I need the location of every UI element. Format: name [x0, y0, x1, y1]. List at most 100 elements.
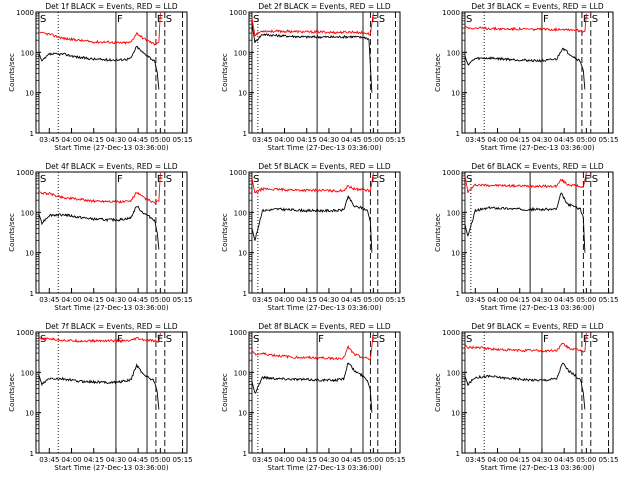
x-tick-label: 04:15 [510, 296, 530, 304]
panel-title: Det 6f BLACK = Events, RED = LLD [471, 162, 604, 171]
panel-5: Det 5f BLACK = Events, RED = LLD 1 10 100 10… [221, 162, 406, 312]
y-tick-label: 1 [243, 130, 247, 138]
y-axis-label: Counts/sec [434, 373, 442, 412]
marker-label: E [584, 174, 590, 185]
events-series-line [38, 205, 160, 250]
y-tick-label: 100 [447, 209, 460, 217]
y-tick-label: 100 [447, 369, 460, 377]
marker-label: S [253, 334, 259, 345]
marker-label: F [543, 14, 549, 25]
plot-frame [248, 331, 401, 454]
x-tick-label: 05:15 [385, 136, 405, 144]
y-tick-label: 100 [234, 369, 247, 377]
panel-title: Det 2f BLACK = Events, RED = LLD [258, 2, 391, 11]
y-tick-label: 10 [451, 410, 460, 418]
y-axis-label: Counts/sec [434, 213, 442, 252]
plot-frame [248, 171, 401, 294]
y-tick-label: 10 [238, 250, 247, 258]
y-axis-label: Counts/sec [8, 373, 16, 412]
x-axis-label: Start Time (27-Dec-13 03:36:00) [54, 464, 168, 472]
plot-frame [461, 171, 614, 294]
panel-8: Det 8f BLACK = Events, RED = LLD 1 10 100 10… [221, 322, 406, 472]
x-axis-label: Start Time (27-Dec-13 03:36:00) [480, 144, 594, 152]
x-tick-label: 04:15 [510, 136, 530, 144]
x-tick-label: 05:15 [385, 296, 405, 304]
x-tick-label: 05:00 [576, 136, 596, 144]
y-tick-label: 1000 [442, 169, 460, 177]
x-tick-label: 04:00 [487, 136, 507, 144]
x-tick-label: 03:45 [465, 456, 485, 464]
x-tick-label: 03:45 [252, 456, 272, 464]
x-tick-label: 04:15 [510, 456, 530, 464]
y-axis-label: Counts/sec [221, 213, 229, 252]
x-tick-label: 04:45 [554, 136, 574, 144]
marker-label: S [40, 14, 46, 25]
marker-label: E [371, 334, 377, 345]
plot-frame [461, 11, 614, 134]
panel-7: Det 7f BLACK = Events, RED = LLD 1 10 100 10… [8, 322, 193, 472]
y-tick-label: 100 [447, 49, 460, 57]
x-tick-label: 04:45 [554, 456, 574, 464]
x-axis-label: Start Time (27-Dec-13 03:36:00) [480, 304, 594, 312]
x-tick-label: 05:00 [363, 456, 383, 464]
x-tick-label: 04:15 [84, 456, 104, 464]
x-axis-label: Start Time (27-Dec-13 03:36:00) [54, 304, 168, 312]
lld-series-line [464, 332, 587, 353]
y-tick-label: 1 [30, 450, 34, 458]
x-tick-label: 05:00 [150, 296, 170, 304]
x-tick-label: 04:30 [532, 296, 552, 304]
y-tick-label: 1000 [442, 9, 460, 17]
x-tick-label: 04:00 [487, 456, 507, 464]
plot-frame [35, 11, 188, 134]
lld-series-line [38, 12, 161, 46]
y-tick-label: 1 [243, 450, 247, 458]
x-tick-label: 03:45 [252, 136, 272, 144]
y-tick-label: 1 [243, 290, 247, 298]
events-series-line [38, 363, 160, 410]
x-tick-label: 05:00 [576, 456, 596, 464]
x-tick-label: 05:15 [172, 136, 192, 144]
panel-title: Det 3f BLACK = Events, RED = LLD [471, 2, 604, 11]
y-axis-label: Counts/sec [8, 53, 16, 92]
plot-frame [248, 11, 401, 134]
marker-label: S [166, 334, 172, 345]
panel-title: Det 8f BLACK = Events, RED = LLD [258, 322, 391, 331]
x-tick-label: 04:45 [128, 136, 148, 144]
marker-label: F [117, 14, 123, 25]
x-tick-label: 04:45 [341, 296, 361, 304]
panel-6: Det 6f BLACK = Events, RED = LLD 1 10 100 10… [434, 162, 619, 312]
x-tick-label: 03:45 [465, 296, 485, 304]
plot-frame [461, 331, 614, 454]
x-tick-label: 04:15 [297, 456, 317, 464]
x-tick-label: 04:00 [61, 456, 81, 464]
lld-series-line [38, 332, 161, 344]
marker-label: F [318, 334, 324, 345]
x-tick-label: 03:45 [465, 136, 485, 144]
x-axis-label: Start Time (27-Dec-13 03:36:00) [267, 304, 381, 312]
y-tick-label: 1 [456, 290, 460, 298]
y-tick-label: 10 [25, 410, 34, 418]
x-tick-label: 03:45 [39, 456, 59, 464]
y-tick-label: 1000 [16, 169, 34, 177]
x-tick-label: 04:00 [274, 136, 294, 144]
y-tick-label: 1000 [16, 9, 34, 17]
x-tick-label: 03:45 [39, 136, 59, 144]
marker-label: S [379, 14, 385, 25]
panel-title: Det 7f BLACK = Events, RED = LLD [45, 322, 178, 331]
y-tick-label: 10 [451, 250, 460, 258]
lld-series-line [251, 332, 374, 361]
marker-label: S [379, 334, 385, 345]
y-tick-label: 10 [238, 90, 247, 98]
x-tick-label: 04:30 [106, 296, 126, 304]
panel-4: Det 4f BLACK = Events, RED = LLD 1 10 100 10… [8, 162, 193, 312]
y-tick-label: 1000 [229, 329, 247, 337]
marker-label: S [166, 14, 172, 25]
y-tick-label: 1 [456, 450, 460, 458]
y-axis-label: Counts/sec [8, 213, 16, 252]
y-tick-label: 1000 [442, 329, 460, 337]
x-tick-label: 04:15 [297, 296, 317, 304]
x-tick-label: 04:30 [319, 296, 339, 304]
lld-series-line [251, 172, 374, 194]
marker-label: F [117, 334, 123, 345]
